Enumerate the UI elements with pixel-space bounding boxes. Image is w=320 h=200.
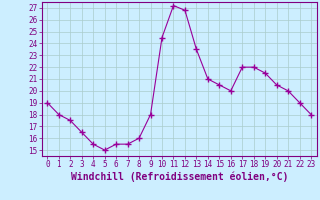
X-axis label: Windchill (Refroidissement éolien,°C): Windchill (Refroidissement éolien,°C) [70, 172, 288, 182]
